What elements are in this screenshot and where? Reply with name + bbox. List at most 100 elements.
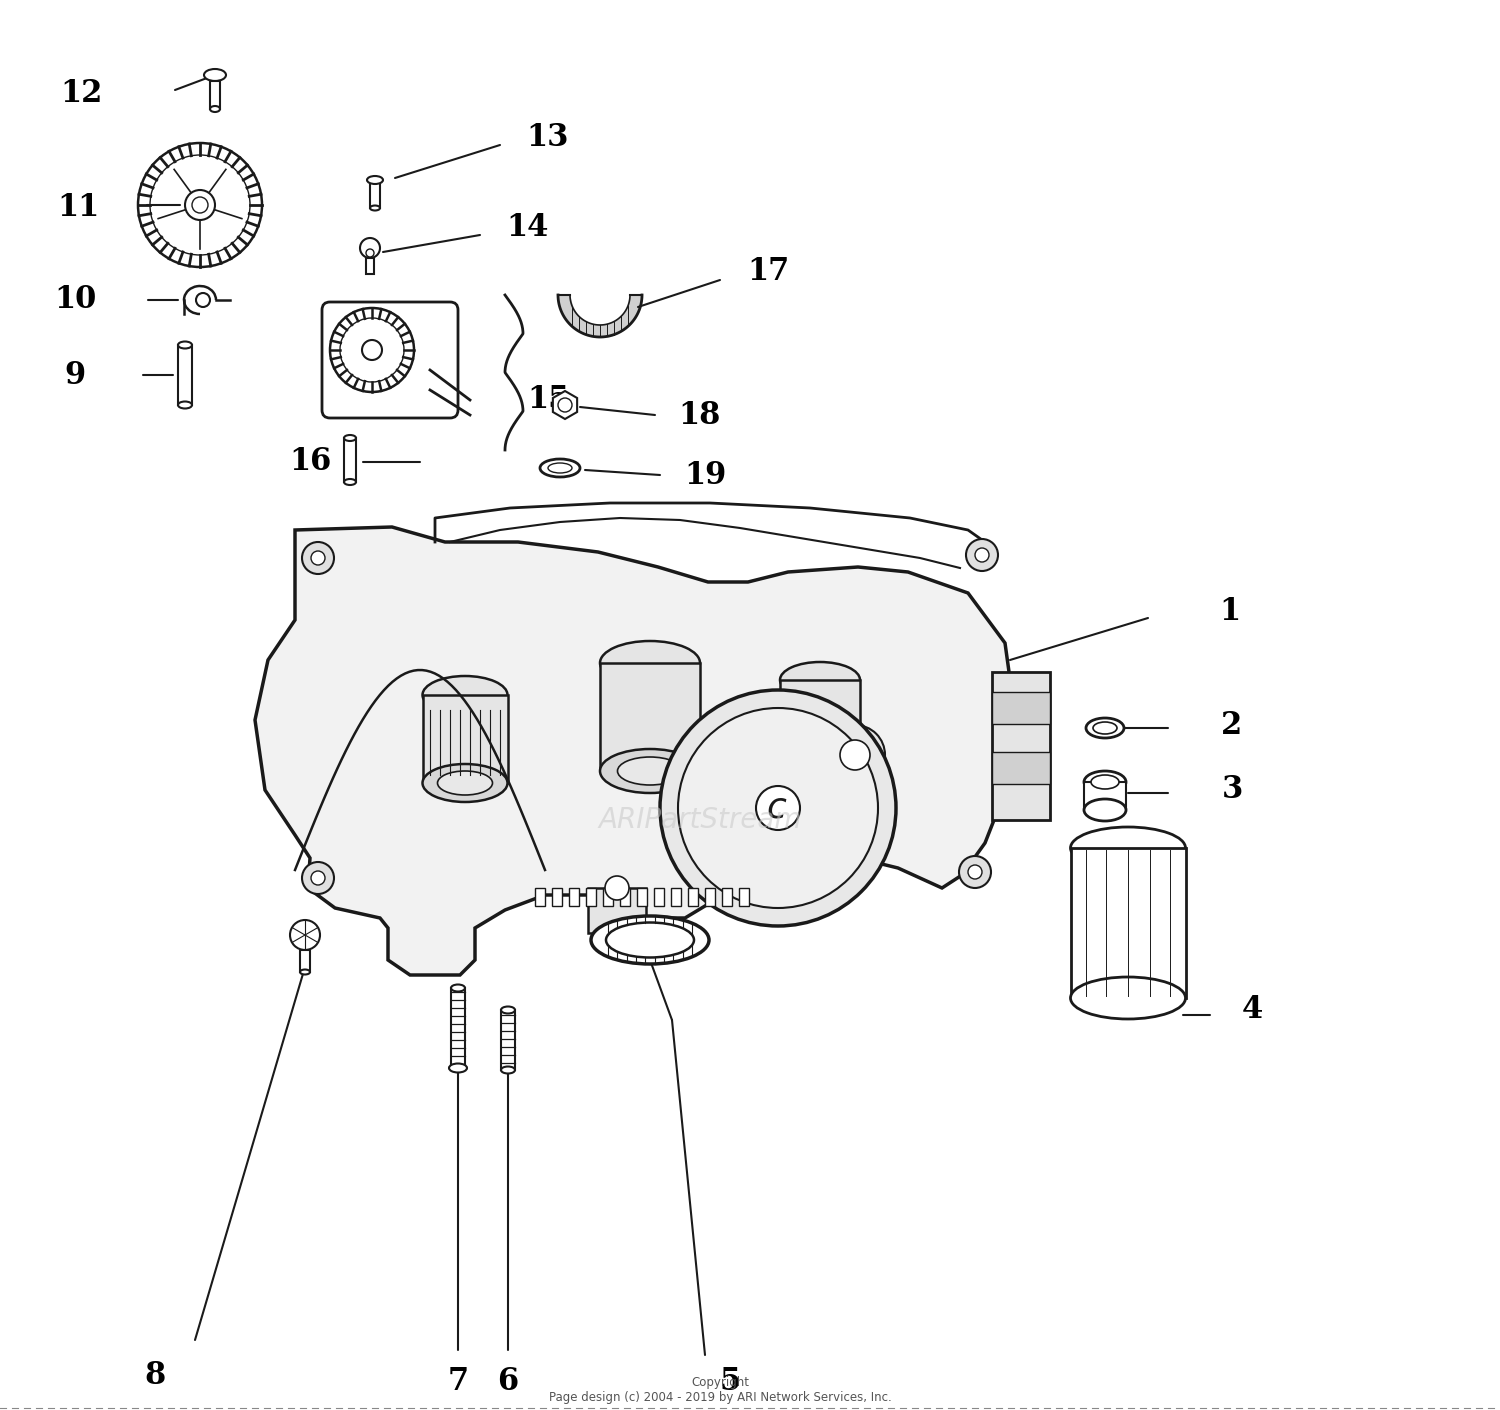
Text: Copyright
Page design (c) 2004 - 2019 by ARI Network Services, Inc.: Copyright Page design (c) 2004 - 2019 by… [549,1376,891,1404]
Bar [740,888,748,907]
Circle shape [192,197,208,213]
Text: 19: 19 [684,460,726,491]
Ellipse shape [368,176,382,183]
Text: 10: 10 [54,285,96,316]
Bar [300,950,310,971]
Circle shape [958,856,992,888]
Ellipse shape [600,642,700,685]
Bar [1071,847,1186,998]
Bar [603,888,613,907]
Ellipse shape [548,462,572,472]
Bar [670,888,681,907]
Ellipse shape [423,764,507,802]
Bar [600,663,700,771]
Ellipse shape [1086,718,1124,737]
Circle shape [558,398,572,412]
Ellipse shape [1094,722,1118,735]
Circle shape [604,876,628,900]
Polygon shape [255,527,1016,974]
Ellipse shape [178,341,192,348]
Bar [501,1010,515,1070]
Bar [638,888,646,907]
Circle shape [660,689,896,926]
Text: 8: 8 [144,1359,165,1390]
Ellipse shape [780,740,859,776]
Circle shape [310,551,326,565]
Ellipse shape [1071,977,1185,1019]
Bar [178,345,192,405]
Bar [344,439,355,482]
FancyBboxPatch shape [322,302,458,417]
Ellipse shape [1071,828,1185,869]
Bar [423,695,508,783]
Ellipse shape [370,206,380,210]
Ellipse shape [344,436,355,441]
Text: ARIPartStream: ARIPartStream [598,807,801,833]
Bar [654,888,664,907]
Circle shape [290,919,320,950]
Ellipse shape [438,771,492,795]
Bar [586,888,596,907]
Bar [588,888,646,933]
Bar [992,673,1050,821]
Ellipse shape [178,402,192,409]
Ellipse shape [780,663,859,698]
Text: 7: 7 [447,1366,468,1397]
Bar [536,888,544,907]
Text: 14: 14 [507,213,549,244]
Text: 18: 18 [680,399,722,430]
Text: 5: 5 [720,1366,741,1397]
Circle shape [340,319,404,382]
Text: c: c [766,791,786,825]
Ellipse shape [344,479,355,485]
Text: 2: 2 [1221,709,1242,740]
Ellipse shape [591,916,710,964]
Circle shape [840,740,870,770]
Circle shape [196,293,210,307]
Circle shape [366,250,374,257]
Bar [705,888,716,907]
Bar [568,888,579,907]
Ellipse shape [423,675,507,713]
Ellipse shape [204,69,226,80]
Circle shape [825,725,885,785]
Ellipse shape [540,460,580,477]
Text: 11: 11 [57,192,99,223]
Ellipse shape [448,1063,466,1073]
Bar [210,80,220,109]
Ellipse shape [452,984,465,991]
Text: 9: 9 [64,360,86,391]
Text: 16: 16 [290,447,332,478]
Ellipse shape [600,749,700,792]
Circle shape [756,785,800,830]
Text: 6: 6 [498,1366,519,1397]
Bar [370,180,380,209]
Bar [1084,783,1126,809]
Text: 13: 13 [526,123,570,154]
Polygon shape [554,391,578,419]
Circle shape [975,548,988,563]
Ellipse shape [1090,776,1119,790]
Text: 17: 17 [747,257,789,288]
Bar [722,888,732,907]
Circle shape [678,708,877,908]
Bar [780,680,859,759]
Bar [992,752,1050,784]
Circle shape [362,340,382,360]
Text: 3: 3 [1221,774,1242,805]
Circle shape [184,190,214,220]
Circle shape [966,539,998,571]
Circle shape [150,155,250,255]
Bar [992,692,1050,723]
Ellipse shape [210,106,220,111]
Text: 1: 1 [1220,596,1240,627]
Bar [552,888,562,907]
Circle shape [310,871,326,885]
Circle shape [360,238,380,258]
Text: 15: 15 [526,385,568,416]
Circle shape [138,142,262,266]
Ellipse shape [501,1066,515,1073]
Bar [452,988,465,1067]
Circle shape [302,862,334,894]
Text: 4: 4 [1242,994,1263,1025]
